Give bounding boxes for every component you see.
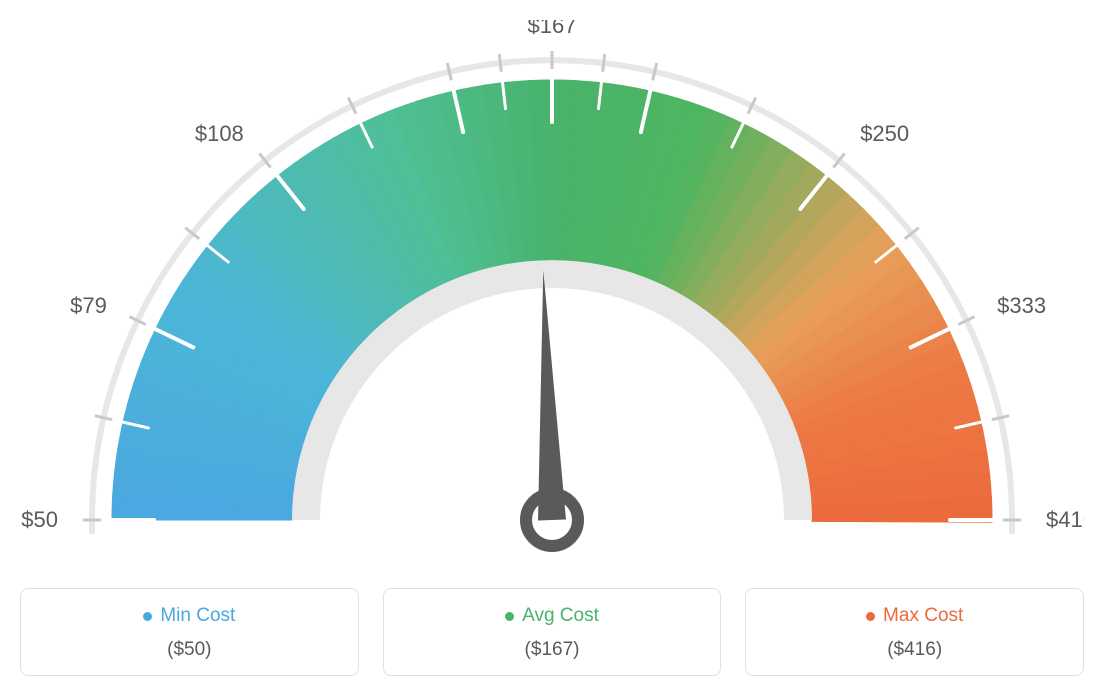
tick-label: $108 <box>195 121 244 146</box>
legend-title: Max Cost <box>866 605 963 627</box>
tick-label: $333 <box>997 293 1046 318</box>
legend-dot-icon <box>866 612 875 621</box>
legend-card-min: Min Cost ($50) <box>20 588 359 676</box>
tick-label: $416 <box>1046 507 1084 532</box>
legend-title: Avg Cost <box>505 605 599 627</box>
tick-label: $50 <box>21 507 58 532</box>
legend-card-avg: Avg Cost ($167) <box>383 588 722 676</box>
legend-card-max: Max Cost ($416) <box>745 588 1084 676</box>
cost-gauge: $50 $79 $108 $167 $250 $333 $416 <box>20 20 1084 560</box>
legend-row: Min Cost ($50) Avg Cost ($167) Max Cost ($416… <box>20 588 1084 676</box>
tick-label: $250 <box>860 121 909 146</box>
tick-label: $167 <box>528 20 577 38</box>
legend-value: ($167) <box>396 639 709 661</box>
legend-value: ($416) <box>758 639 1071 661</box>
gauge-needle <box>538 270 566 520</box>
legend-value: ($50) <box>33 639 346 661</box>
gauge-svg: $50 $79 $108 $167 $250 $333 $416 <box>20 20 1084 560</box>
legend-dot-icon <box>143 612 152 621</box>
legend-title-text: Max Cost <box>883 605 963 627</box>
legend-title-text: Avg Cost <box>522 605 599 627</box>
legend-title: Min Cost <box>143 605 235 627</box>
legend-title-text: Min Cost <box>160 605 235 627</box>
tick-label: $79 <box>70 293 107 318</box>
legend-dot-icon <box>505 612 514 621</box>
